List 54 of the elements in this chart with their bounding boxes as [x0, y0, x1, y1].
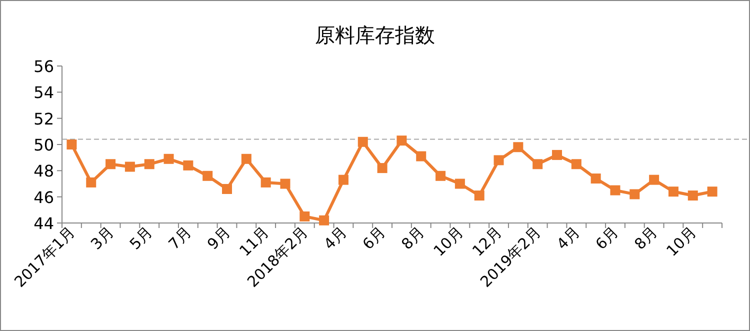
point — [649, 174, 660, 185]
point — [454, 178, 465, 189]
x-tick-label: 4月 — [553, 223, 584, 254]
point — [358, 136, 368, 147]
point — [300, 211, 310, 222]
point — [474, 190, 484, 201]
point — [494, 155, 504, 166]
point — [688, 190, 698, 201]
point — [164, 154, 174, 164]
y-tick-label: 46 — [34, 188, 54, 207]
x-tick-label: 7月 — [164, 223, 196, 254]
point — [241, 154, 252, 164]
point — [66, 140, 77, 150]
x-tick-label: 6月 — [592, 223, 622, 254]
x-tick-label: 5月 — [126, 223, 156, 254]
point — [707, 186, 718, 197]
x-tick-label: 4月 — [320, 223, 350, 254]
point — [183, 160, 194, 170]
point — [396, 136, 407, 146]
point — [106, 159, 116, 170]
point — [86, 177, 96, 188]
y-tick-label: 52 — [34, 109, 54, 128]
point — [630, 189, 640, 200]
x-tick-label: 3月 — [87, 223, 118, 254]
point — [377, 163, 388, 174]
point — [144, 159, 154, 170]
y-tick-label: 50 — [34, 136, 54, 154]
point — [416, 151, 426, 162]
x-tick-label: 8月 — [630, 223, 661, 254]
y-tick-label: 56 — [34, 57, 54, 76]
point — [610, 185, 620, 196]
point — [590, 174, 601, 184]
point — [571, 159, 582, 170]
x-tick-label: 9月 — [204, 223, 234, 254]
x-tick-label: 6月 — [359, 223, 390, 254]
point — [280, 178, 290, 189]
point — [552, 150, 562, 160]
x-tick-label: 10月 — [662, 223, 700, 260]
point — [338, 174, 348, 185]
point — [202, 170, 213, 181]
point — [260, 177, 271, 188]
x-tick-label: 10月 — [430, 223, 467, 260]
x-tick-label: 8月 — [398, 223, 428, 254]
y-tick-label: 54 — [34, 83, 54, 102]
point — [124, 162, 135, 172]
point — [513, 142, 524, 152]
point — [668, 186, 678, 197]
point — [222, 184, 232, 194]
point — [319, 215, 330, 226]
y-tick-label: 44 — [34, 214, 54, 233]
point — [436, 170, 446, 181]
chart-title: 原料库存指数 — [315, 23, 435, 47]
point — [532, 159, 543, 170]
y-tick-label: 48 — [34, 162, 54, 181]
